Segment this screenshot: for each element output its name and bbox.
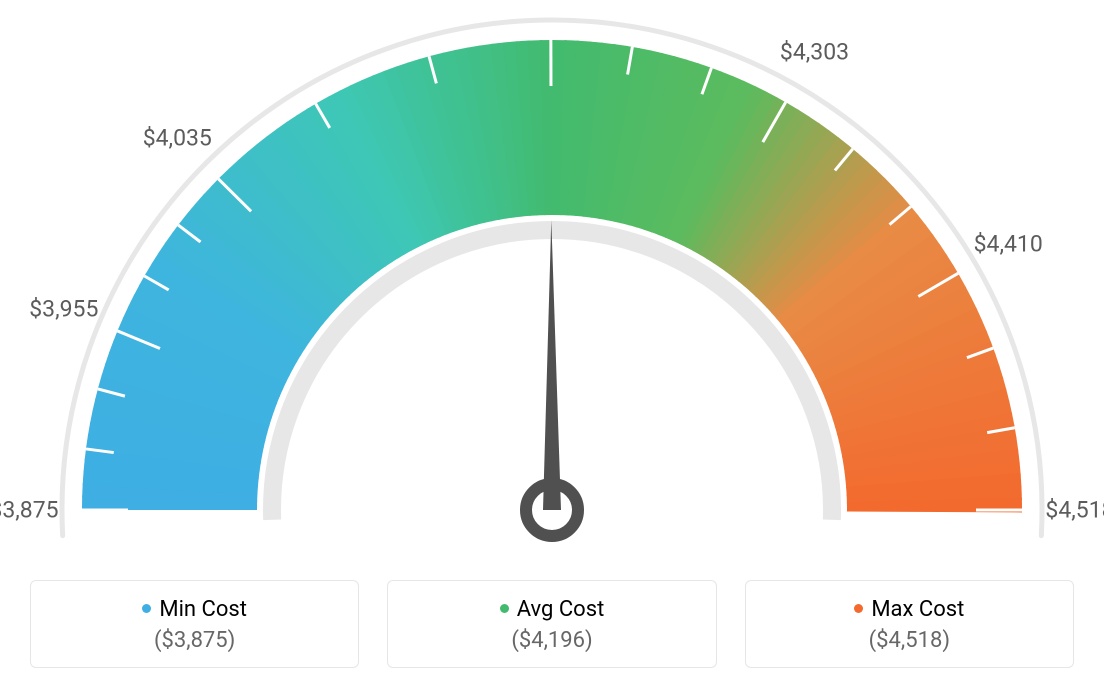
gauge-svg — [0, 0, 1104, 560]
legend-min-value: ($3,875) — [41, 628, 348, 653]
gauge-tick-label: $4,303 — [780, 38, 849, 65]
legend-dot-avg — [500, 604, 509, 613]
gauge-tick-label: $3,875 — [0, 497, 59, 524]
gauge-tick-label: $4,518 — [1045, 497, 1104, 524]
legend-min-label: Min Cost — [159, 597, 247, 622]
gauge-tick-label: $3,955 — [29, 295, 98, 322]
legend-dot-min — [142, 604, 151, 613]
gauge-chart: $3,875$3,955$4,035$4,196$4,303$4,410$4,5… — [0, 0, 1104, 560]
legend-row: Min Cost ($3,875) Avg Cost ($4,196) Max … — [0, 560, 1104, 668]
legend-avg-label: Avg Cost — [517, 597, 605, 622]
legend-min: Min Cost ($3,875) — [30, 580, 359, 668]
gauge-tick-label: $4,035 — [143, 125, 212, 152]
legend-avg: Avg Cost ($4,196) — [387, 580, 716, 668]
legend-max-value: ($4,518) — [756, 628, 1063, 653]
legend-dot-max — [854, 604, 863, 613]
legend-max: Max Cost ($4,518) — [745, 580, 1074, 668]
legend-max-label: Max Cost — [871, 597, 964, 622]
gauge-tick-label: $4,410 — [974, 231, 1043, 258]
legend-avg-value: ($4,196) — [398, 628, 705, 653]
